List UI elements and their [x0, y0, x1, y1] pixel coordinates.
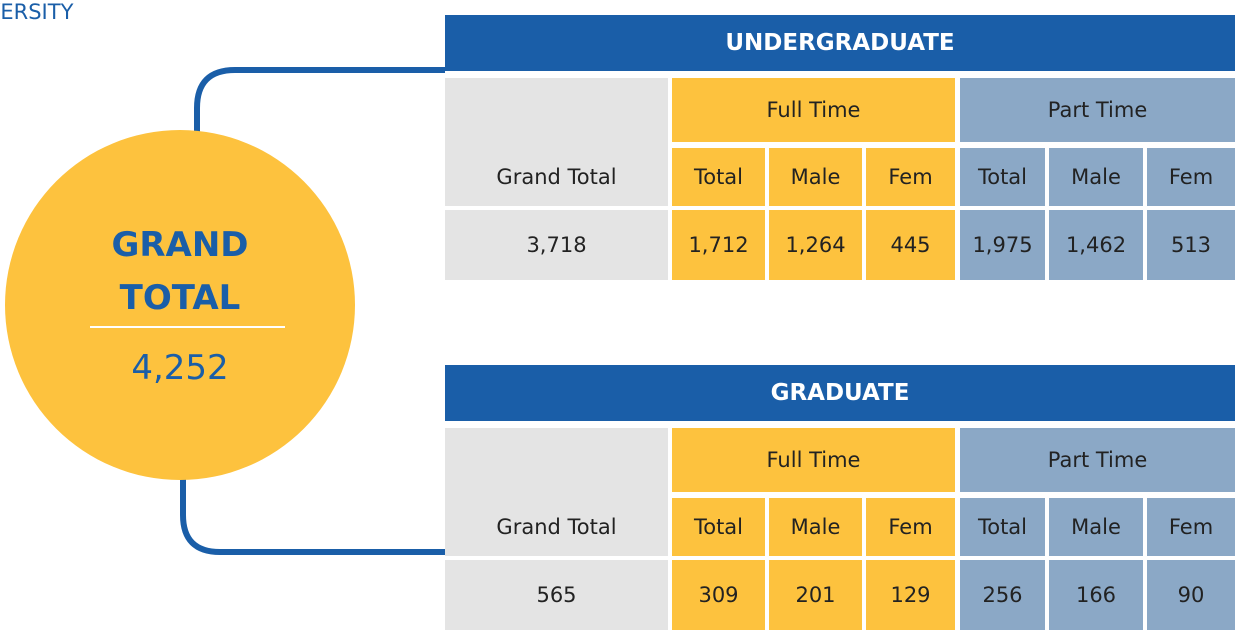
value-cell: 1,264	[769, 210, 862, 280]
group-header: Part Time	[960, 428, 1235, 492]
grand-total-cell: 565	[445, 560, 668, 630]
value-cell: 1,975	[960, 210, 1045, 280]
row-header-bg	[445, 428, 668, 556]
column-header: Total	[960, 498, 1045, 556]
divider	[90, 326, 285, 328]
column-header: Fem	[1147, 498, 1235, 556]
column-header: Fem	[1147, 148, 1235, 206]
group-header: Full Time	[672, 78, 955, 142]
table-title: GRADUATE	[445, 365, 1235, 421]
value-cell: 309	[672, 560, 765, 630]
connector-bottom	[180, 475, 445, 555]
group-header: Full Time	[672, 428, 955, 492]
column-header: Male	[769, 498, 862, 556]
grand-total-label: TOTAL	[119, 278, 241, 318]
row-header-bg	[445, 78, 668, 206]
grand-total-value: 4,252	[131, 348, 229, 388]
value-cell: 445	[866, 210, 955, 280]
column-header: Total	[672, 498, 765, 556]
group-header: Part Time	[960, 78, 1235, 142]
value-cell: 166	[1049, 560, 1143, 630]
value-cell: 1,712	[672, 210, 765, 280]
value-cell: 1,462	[1049, 210, 1143, 280]
header-fragment: VERSITY	[0, 0, 74, 24]
column-header: Total	[672, 148, 765, 206]
column-header: Fem	[866, 498, 955, 556]
table-title: UNDERGRADUATE	[445, 15, 1235, 71]
column-header: Male	[1049, 498, 1143, 556]
column-header: Male	[769, 148, 862, 206]
value-cell: 129	[866, 560, 955, 630]
row-header: Grand Total	[496, 165, 617, 189]
value-cell: 513	[1147, 210, 1235, 280]
column-header: Male	[1049, 148, 1143, 206]
column-header: Total	[960, 148, 1045, 206]
column-header: Fem	[866, 148, 955, 206]
connector-top	[194, 67, 445, 145]
grand-total-label: GRAND	[111, 225, 249, 265]
value-cell: 256	[960, 560, 1045, 630]
value-cell: 90	[1147, 560, 1235, 630]
grand-total-cell: 3,718	[445, 210, 668, 280]
row-header: Grand Total	[496, 515, 617, 539]
value-cell: 201	[769, 560, 862, 630]
grand-total-circle: GRAND TOTAL 4,252	[5, 130, 355, 480]
